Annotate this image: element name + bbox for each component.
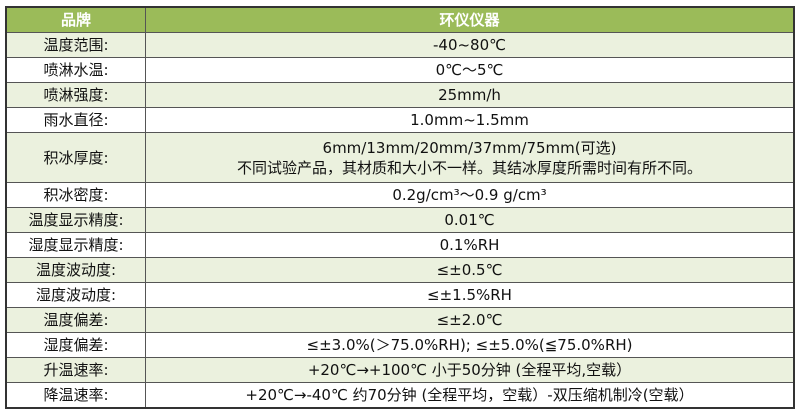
- table-row: 喷淋强度: 25mm/h: [5, 82, 795, 108]
- row-value-line2: 不同试验产品，其材质和大小不一样。其结冰厚度所需时间有所不同。: [236, 158, 702, 177]
- row-label: 温度偏差:: [5, 307, 146, 333]
- row-label: 喷淋水温:: [5, 57, 146, 83]
- row-value: ≤±2.0℃: [145, 307, 795, 333]
- table-row: 温度波动度: ≤±0.5℃: [5, 257, 795, 283]
- row-label: 湿度显示精度:: [5, 232, 146, 258]
- row-label: 温度范围:: [5, 32, 146, 58]
- row-value: 0.01℃: [145, 207, 795, 233]
- row-label: 雨水直径:: [5, 107, 146, 133]
- table-row: 雨水直径: 1.0mm~1.5mm: [5, 107, 795, 133]
- row-label: 湿度波动度:: [5, 282, 146, 308]
- row-label: 积冰密度:: [5, 182, 146, 208]
- row-value: +20℃→-40℃ 约70分钟 (全程平均，空载）-双压缩机制冷(空载）: [145, 382, 795, 409]
- spec-table: 品牌 环仪仪器 温度范围: -40~80℃ 喷淋水温: 0℃～5℃ 喷淋强度: 25m…: [5, 6, 795, 409]
- row-label: 湿度偏差:: [5, 332, 146, 358]
- table-row: 温度范围: -40~80℃: [5, 32, 795, 58]
- table-row: 温度偏差: ≤±2.0℃: [5, 307, 795, 333]
- table-row: 积冰厚度: 6mm/13mm/20mm/37mm/75mm(可选) 不同试验产品，其…: [5, 132, 795, 183]
- row-label: 升温速率:: [5, 357, 146, 383]
- row-label: 积冰厚度:: [5, 132, 146, 183]
- table-row: 降温速率: +20℃→-40℃ 约70分钟 (全程平均，空载）-双压缩机制冷(空载…: [5, 382, 795, 409]
- row-value: 6mm/13mm/20mm/37mm/75mm(可选) 不同试验产品，其材质和大小…: [145, 132, 795, 183]
- table-row: 积冰密度: 0.2g/cm³～0.9 g/cm³: [5, 182, 795, 208]
- row-value: -40~80℃: [145, 32, 795, 58]
- row-value: 0℃～5℃: [145, 57, 795, 83]
- row-value: ≤±0.5℃: [145, 257, 795, 283]
- table-row: 喷淋水温: 0℃～5℃: [5, 57, 795, 83]
- row-value: 0.1%RH: [145, 232, 795, 258]
- row-value: 25mm/h: [145, 82, 795, 108]
- table-row: 升温速率: +20℃→+100℃ 小于50分钟 (全程平均,空载）: [5, 357, 795, 383]
- row-label: 喷淋强度:: [5, 82, 146, 108]
- header-brand-value: 环仪仪器: [145, 6, 795, 33]
- row-label: 温度波动度:: [5, 257, 146, 283]
- row-label: 降温速率:: [5, 382, 146, 409]
- table-row: 温度显示精度: 0.01℃: [5, 207, 795, 233]
- row-value: ≤±3.0%(＞75.0%RH); ≤±5.0%(≦75.0%RH): [145, 332, 795, 358]
- row-value: +20℃→+100℃ 小于50分钟 (全程平均,空载）: [145, 357, 795, 383]
- table-row: 湿度偏差: ≤±3.0%(＞75.0%RH); ≤±5.0%(≦75.0%RH): [5, 332, 795, 358]
- row-label: 温度显示精度:: [5, 207, 146, 233]
- header-brand: 品牌: [5, 6, 146, 33]
- row-value: 0.2g/cm³～0.9 g/cm³: [145, 182, 795, 208]
- table-row: 湿度显示精度: 0.1%RH: [5, 232, 795, 258]
- row-value: ≤±1.5%RH: [145, 282, 795, 308]
- table-row: 湿度波动度: ≤±1.5%RH: [5, 282, 795, 308]
- row-value: 1.0mm~1.5mm: [145, 107, 795, 133]
- table-header: 品牌 环仪仪器: [5, 6, 795, 33]
- row-value-line1: 6mm/13mm/20mm/37mm/75mm(可选): [322, 138, 617, 157]
